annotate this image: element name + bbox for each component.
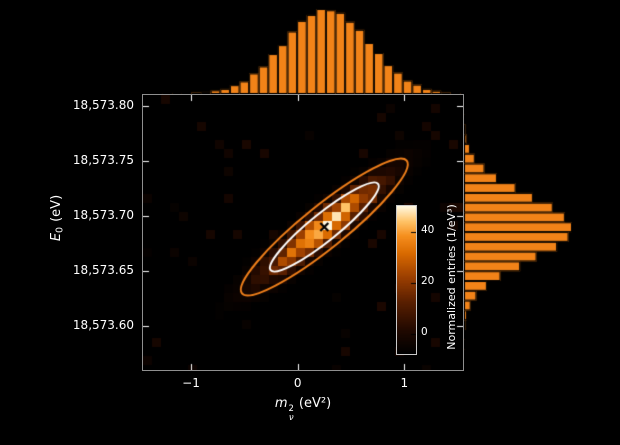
x-axis-superscript: 2 xyxy=(288,403,294,414)
colorbar-title: Normalized entries (1/eV³) xyxy=(445,204,458,350)
y-tick-label: 18,573.60 xyxy=(72,318,134,332)
x-axis-variable: m xyxy=(274,396,288,411)
y-tick-label: 18,573.65 xyxy=(72,263,134,277)
x-tick-label: 0 xyxy=(293,376,302,390)
y-tick-label: 18,573.80 xyxy=(72,98,134,112)
x-axis-subscript: ν xyxy=(288,412,294,423)
top-marginal-histogram xyxy=(143,6,463,94)
y-axis-label: E0 (eV) xyxy=(49,170,67,266)
y-axis-unit: (eV) xyxy=(49,194,64,222)
y-axis-subscript: 0 xyxy=(54,226,66,233)
x-axis-unit: (eV²) xyxy=(298,396,332,411)
colorbar-tick-label: 0 xyxy=(421,325,428,338)
x-tick-label: 1 xyxy=(400,376,409,390)
colorbar-tick-label: 40 xyxy=(421,223,435,236)
colorbar-tick-label: 20 xyxy=(421,274,435,287)
colorbar-gradient xyxy=(397,206,416,354)
y-axis-variable: E xyxy=(49,232,64,242)
y-tick-label: 18,573.70 xyxy=(72,208,134,222)
colorbar xyxy=(396,205,417,355)
y-tick-label: 18,573.75 xyxy=(72,153,134,167)
x-axis-label: m 2 ν (eV²) xyxy=(143,396,463,423)
x-tick-label: −1 xyxy=(182,376,200,390)
right-marginal-histogram xyxy=(464,95,576,370)
